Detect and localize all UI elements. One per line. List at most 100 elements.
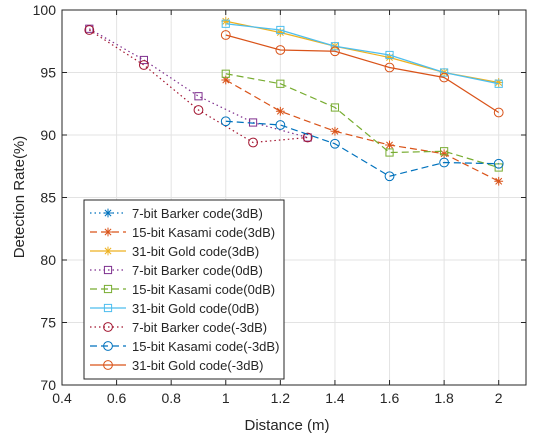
x-tick-label: 0.6 [107,390,127,406]
data-point [138,60,149,70]
legend-item: 31-bit Gold code(0dB) [90,301,259,316]
legend-item: 31-bit Gold code(3dB) [90,244,259,259]
data-point [493,158,504,169]
legend-label: 31-bit Gold code(0dB) [132,301,259,316]
data-point [385,140,394,150]
legend-label: 31-bit Gold code(3dB) [132,244,259,259]
data-point [330,126,340,136]
data-point [384,171,395,182]
y-axis-label: Detection Rate(%) [11,136,28,259]
data-point [248,137,258,148]
data-point [330,138,340,149]
legend-item: 15-bit Kasami code(0dB) [90,282,275,297]
x-tick-label: 0.4 [52,390,72,406]
data-point [439,157,450,168]
series-6 [221,19,503,88]
data-point [275,120,286,130]
data-point [384,62,395,73]
data-point [221,75,231,85]
data-point [302,132,313,143]
legend-marker [103,341,113,351]
data-point [275,28,285,37]
series-7 [84,25,313,148]
y-tick-label: 70 [40,377,56,393]
data-point [276,79,285,88]
series-line [225,79,499,182]
data-point [139,55,148,65]
data-point [84,25,95,35]
data-point [440,147,449,156]
legend-label: 7-bit Barker code(-3dB) [132,320,267,335]
legend-marker [103,284,113,294]
series-9 [220,30,504,118]
data-point [493,107,504,118]
x-tick-label: 1.8 [434,390,454,406]
data-point [330,103,340,112]
series-2 [221,75,504,186]
grid-lines [62,10,526,385]
y-tick-label: 75 [40,315,56,331]
data-point [275,45,286,55]
legend-marker [103,227,113,237]
data-point [439,72,450,83]
data-point [330,46,340,57]
legend-label: 31-bit Gold code(-3dB) [132,358,264,373]
data-point [330,42,340,51]
legend-marker [103,265,113,275]
data-point [275,106,285,116]
data-point [494,163,503,172]
data-point [385,148,394,157]
data-point [220,30,231,40]
x-tick-label: 1 [222,390,230,406]
x-axis-label: Distance (m) [244,417,329,434]
data-point [221,16,231,26]
data-point [276,25,285,35]
data-point [193,105,204,115]
legend-marker [103,303,113,313]
x-tick-label: 1.6 [380,390,400,406]
legend-item: 15-bit Kasami code(-3dB) [90,339,279,354]
y-tick-label: 90 [40,127,56,143]
data-point [494,176,504,186]
data-point [221,19,230,28]
series-5 [221,69,503,172]
legend-item: 7-bit Barker code(-3dB) [90,320,267,335]
series-line [225,23,499,85]
x-tick-label: 0.8 [161,390,181,406]
data-point [439,149,449,159]
legend-marker [103,208,113,218]
x-tick-label: 2 [495,390,503,406]
data-point [385,53,394,62]
series-line [225,120,499,177]
legend-item: 31-bit Gold code(-3dB) [90,358,264,373]
x-tick-label: 1.4 [325,390,345,406]
legend-item: 7-bit Barker code(3dB) [90,206,263,221]
legend-marker [103,360,113,370]
data-point [220,116,231,127]
data-point [194,92,203,101]
legend-label: 15-bit Kasami code(3dB) [132,225,275,240]
legend: 7-bit Barker code(3dB) 15-bit Kasami code… [83,199,285,380]
data-point [494,79,503,88]
legend-label: 7-bit Barker code(0dB) [132,263,263,278]
series-line [225,34,500,114]
legend-item: 15-bit Kasami code(3dB) [90,225,275,240]
legend-label: 15-bit Kasami code(0dB) [132,282,275,297]
series-layer [84,16,504,186]
data-point [494,78,504,87]
legend-label: 7-bit Barker code(3dB) [132,206,263,221]
series-line [88,29,308,144]
y-tick-label: 85 [40,190,56,206]
x-tick-label: 1.2 [271,390,291,406]
y-tick-label: 80 [40,252,56,268]
legend-item: 7-bit Barker code(0dB) [90,263,263,278]
series-8 [220,116,504,182]
legend-label: 15-bit Kasami code(-3dB) [132,339,279,354]
legend-marker [103,246,113,256]
y-tick-label: 95 [40,65,56,81]
data-point [440,68,449,77]
data-point [385,50,394,60]
data-point [221,69,230,78]
series-line [88,28,308,139]
